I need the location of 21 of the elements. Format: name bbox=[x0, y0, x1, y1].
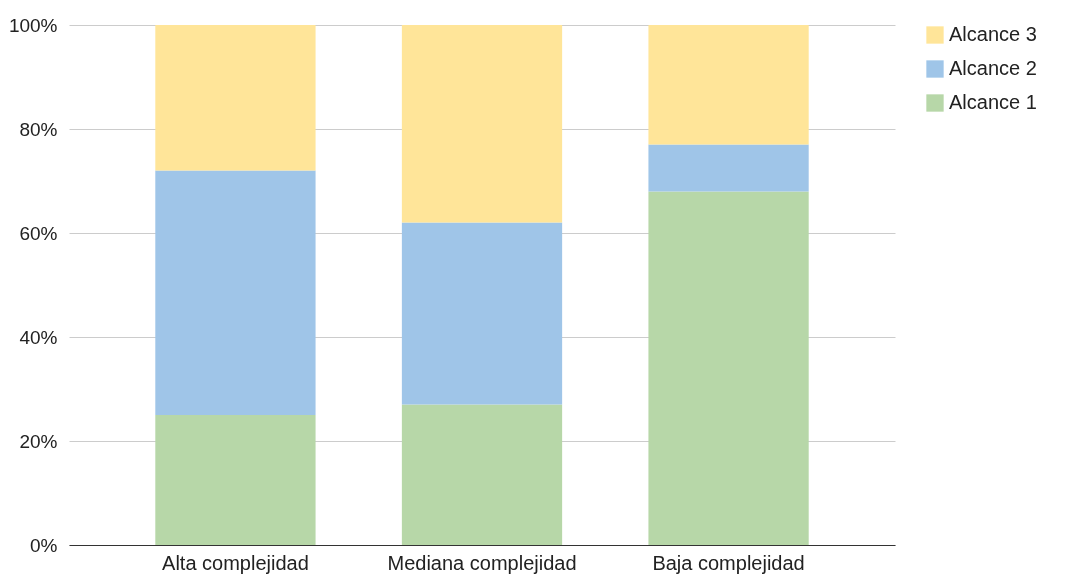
y-tick-label: 100% bbox=[8, 14, 58, 36]
bar bbox=[155, 170, 316, 415]
bar bbox=[401, 404, 563, 545]
bar bbox=[648, 191, 809, 545]
legend-label: Alcance 2 bbox=[949, 57, 1037, 79]
legend-label: Alcance 1 bbox=[949, 91, 1037, 113]
x-tick-label: Alta complejidad bbox=[162, 551, 309, 574]
bar bbox=[401, 25, 563, 223]
y-tick-label: 40% bbox=[19, 326, 58, 348]
x-tick-label: Mediana complejidad bbox=[387, 551, 577, 574]
x-tick-label: Baja complejidad bbox=[652, 551, 805, 574]
y-tick-label: 20% bbox=[19, 430, 58, 452]
bar bbox=[648, 25, 809, 145]
bar bbox=[648, 144, 809, 192]
bar bbox=[401, 222, 563, 405]
bar bbox=[155, 25, 316, 171]
y-tick-label: 60% bbox=[19, 222, 58, 244]
bar bbox=[155, 415, 316, 545]
y-tick-label: 80% bbox=[19, 118, 58, 140]
legend-label: Alcance 3 bbox=[949, 23, 1037, 45]
y-tick-label: 0% bbox=[30, 534, 58, 556]
